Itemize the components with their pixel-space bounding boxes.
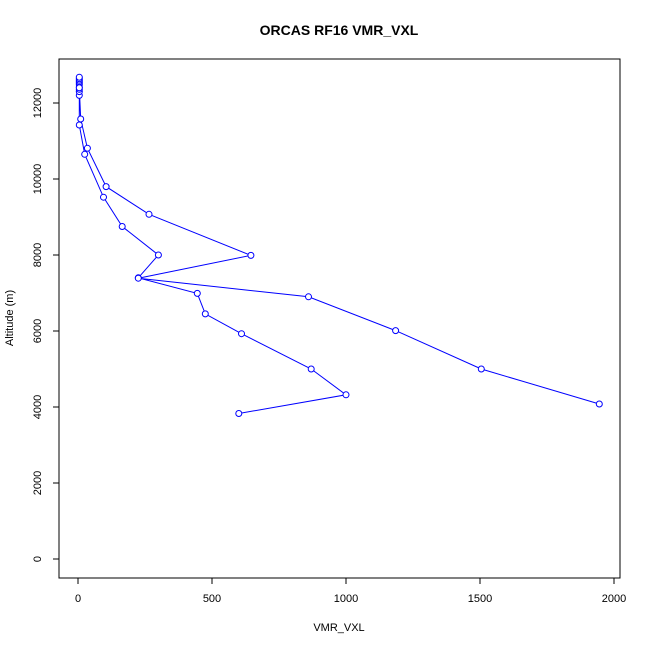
data-point	[305, 293, 312, 301]
data-point	[75, 73, 83, 81]
data-point	[102, 183, 110, 191]
x-tick-label: 1000	[334, 593, 358, 605]
data-point	[201, 310, 209, 318]
x-tick-label: 500	[203, 593, 221, 605]
data-point	[81, 150, 89, 158]
data-point	[75, 84, 83, 92]
plot-frame	[58, 58, 621, 579]
data-series	[75, 73, 603, 417]
data-point	[145, 210, 153, 218]
data-point	[75, 121, 83, 129]
data-point	[235, 410, 243, 417]
y-tick-label: 4000	[32, 395, 44, 419]
data-point	[134, 274, 142, 282]
data-point	[118, 223, 126, 230]
data-point	[154, 251, 162, 259]
data-point	[100, 193, 107, 201]
data-point	[247, 251, 255, 259]
data-point	[307, 365, 315, 373]
y-tick-label: 6000	[32, 319, 44, 343]
y-tick-label: 12000	[32, 88, 44, 119]
data-point	[477, 365, 485, 373]
y-tick-label: 10000	[32, 164, 44, 195]
data-point	[392, 327, 400, 335]
y-axis-label: Altitude (m)	[4, 290, 16, 346]
data-point	[595, 400, 603, 408]
x-tick-label: 2000	[602, 593, 626, 605]
chart-title: ORCAS RF16 VMR_VXL	[260, 22, 419, 38]
data-point	[83, 144, 91, 152]
y-axis: 0 2000 4000 6000 8000 10000 12000	[32, 88, 60, 562]
y-tick-label: 8000	[32, 243, 44, 267]
data-point	[77, 115, 85, 123]
data-point	[342, 391, 350, 399]
y-tick-label: 2000	[32, 471, 44, 495]
y-tick-label: 0	[32, 556, 44, 562]
series-line	[78, 77, 600, 414]
x-tick-label: 1500	[468, 593, 492, 605]
x-tick-label: 0	[75, 593, 81, 605]
data-point	[238, 330, 245, 338]
x-axis: 0 500 1000 1500 2000	[75, 577, 626, 605]
data-point	[193, 289, 201, 297]
x-axis-label: VMR_VXL	[313, 622, 364, 634]
